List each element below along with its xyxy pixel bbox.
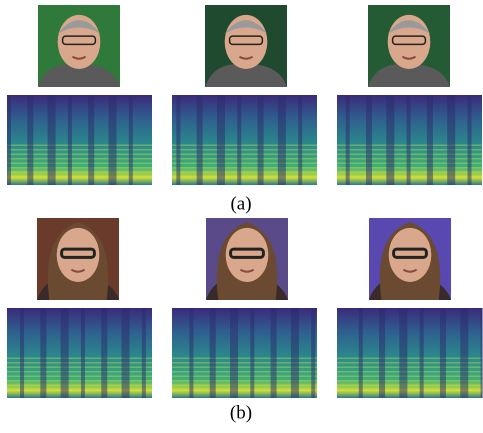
panel-label: (b) <box>230 402 252 423</box>
face-image <box>37 218 119 300</box>
spectrogram-gap <box>379 308 385 398</box>
spectrogram-gap <box>291 308 299 398</box>
spectrogram <box>337 308 483 398</box>
spectrogram-stripe <box>172 163 317 165</box>
spectrogram-stripe <box>172 154 317 156</box>
panel-label: (a) <box>230 193 251 214</box>
spectrogram-gap <box>61 308 69 398</box>
spectrogram-gap <box>68 95 72 185</box>
spectrogram-gap <box>420 308 424 398</box>
spectrogram-stripe <box>172 149 317 151</box>
spectrogram-gap <box>258 95 264 185</box>
spectrogram-stripe <box>7 389 152 391</box>
spectrogram <box>337 95 482 185</box>
spectrogram-gap <box>122 308 130 398</box>
spectrogram-gap <box>27 95 33 185</box>
face-image <box>38 5 120 87</box>
face-image <box>206 218 288 300</box>
spectrogram-stripe <box>172 176 317 178</box>
face-image <box>368 5 450 87</box>
spectrogram-gap <box>298 95 302 185</box>
spectrogram-gap <box>250 308 254 398</box>
figure: (a) (b) <box>0 0 483 433</box>
spectrogram-stripe <box>7 362 152 364</box>
spectrogram-gap <box>101 308 107 398</box>
spectrogram-gap <box>48 95 56 185</box>
spectrogram-stripe <box>7 380 152 382</box>
spectrogram-gap <box>311 308 315 398</box>
spectrogram-stripe <box>7 376 152 378</box>
spectrogram-gap <box>346 95 350 185</box>
spectrogram-gap <box>386 95 394 185</box>
spectrogram-stripe <box>7 367 152 369</box>
spectrogram-gap <box>447 95 455 185</box>
spectrogram-gap <box>237 95 241 185</box>
spectrogram-gap <box>427 95 433 185</box>
spectrogram-stripe <box>172 158 317 160</box>
spectrogram-gap <box>460 308 468 398</box>
spectrogram-stripe <box>7 358 152 360</box>
spectrogram-gap <box>88 95 94 185</box>
spectrogram-gap <box>197 95 203 185</box>
spectrogram-gap <box>189 308 193 398</box>
spectrogram-gap <box>20 308 24 398</box>
spectrogram-gap <box>399 308 407 398</box>
spectrogram-gap <box>129 95 133 185</box>
spectrogram-gap <box>142 308 146 398</box>
spectrogram <box>172 308 317 398</box>
spectrogram-gap <box>176 95 180 185</box>
spectrogram-gap <box>217 95 225 185</box>
spectrogram-gap <box>81 308 85 398</box>
spectrogram-stripe <box>172 145 317 147</box>
spectrogram-gap <box>40 308 46 398</box>
face-image <box>369 218 451 300</box>
face-image <box>205 5 287 87</box>
spectrogram-gap <box>468 95 472 185</box>
spectrogram-stripe <box>172 172 317 174</box>
spectrogram-gap <box>359 308 363 398</box>
spectrogram-gap <box>210 308 216 398</box>
spectrogram-gap <box>407 95 411 185</box>
spectrogram-gap <box>271 308 277 398</box>
spectrogram-gap <box>109 95 117 185</box>
spectrogram-gap <box>230 308 238 398</box>
spectrogram <box>7 95 152 185</box>
spectrogram <box>7 308 152 398</box>
spectrogram-stripe <box>7 371 152 373</box>
spectrogram-gap <box>440 308 446 398</box>
spectrogram-stripe <box>7 385 152 387</box>
spectrogram-gap <box>366 95 372 185</box>
spectrogram-stripe <box>172 167 317 169</box>
spectrogram <box>172 95 317 185</box>
spectrogram-gap <box>278 95 286 185</box>
spectrogram-gap <box>7 95 11 185</box>
